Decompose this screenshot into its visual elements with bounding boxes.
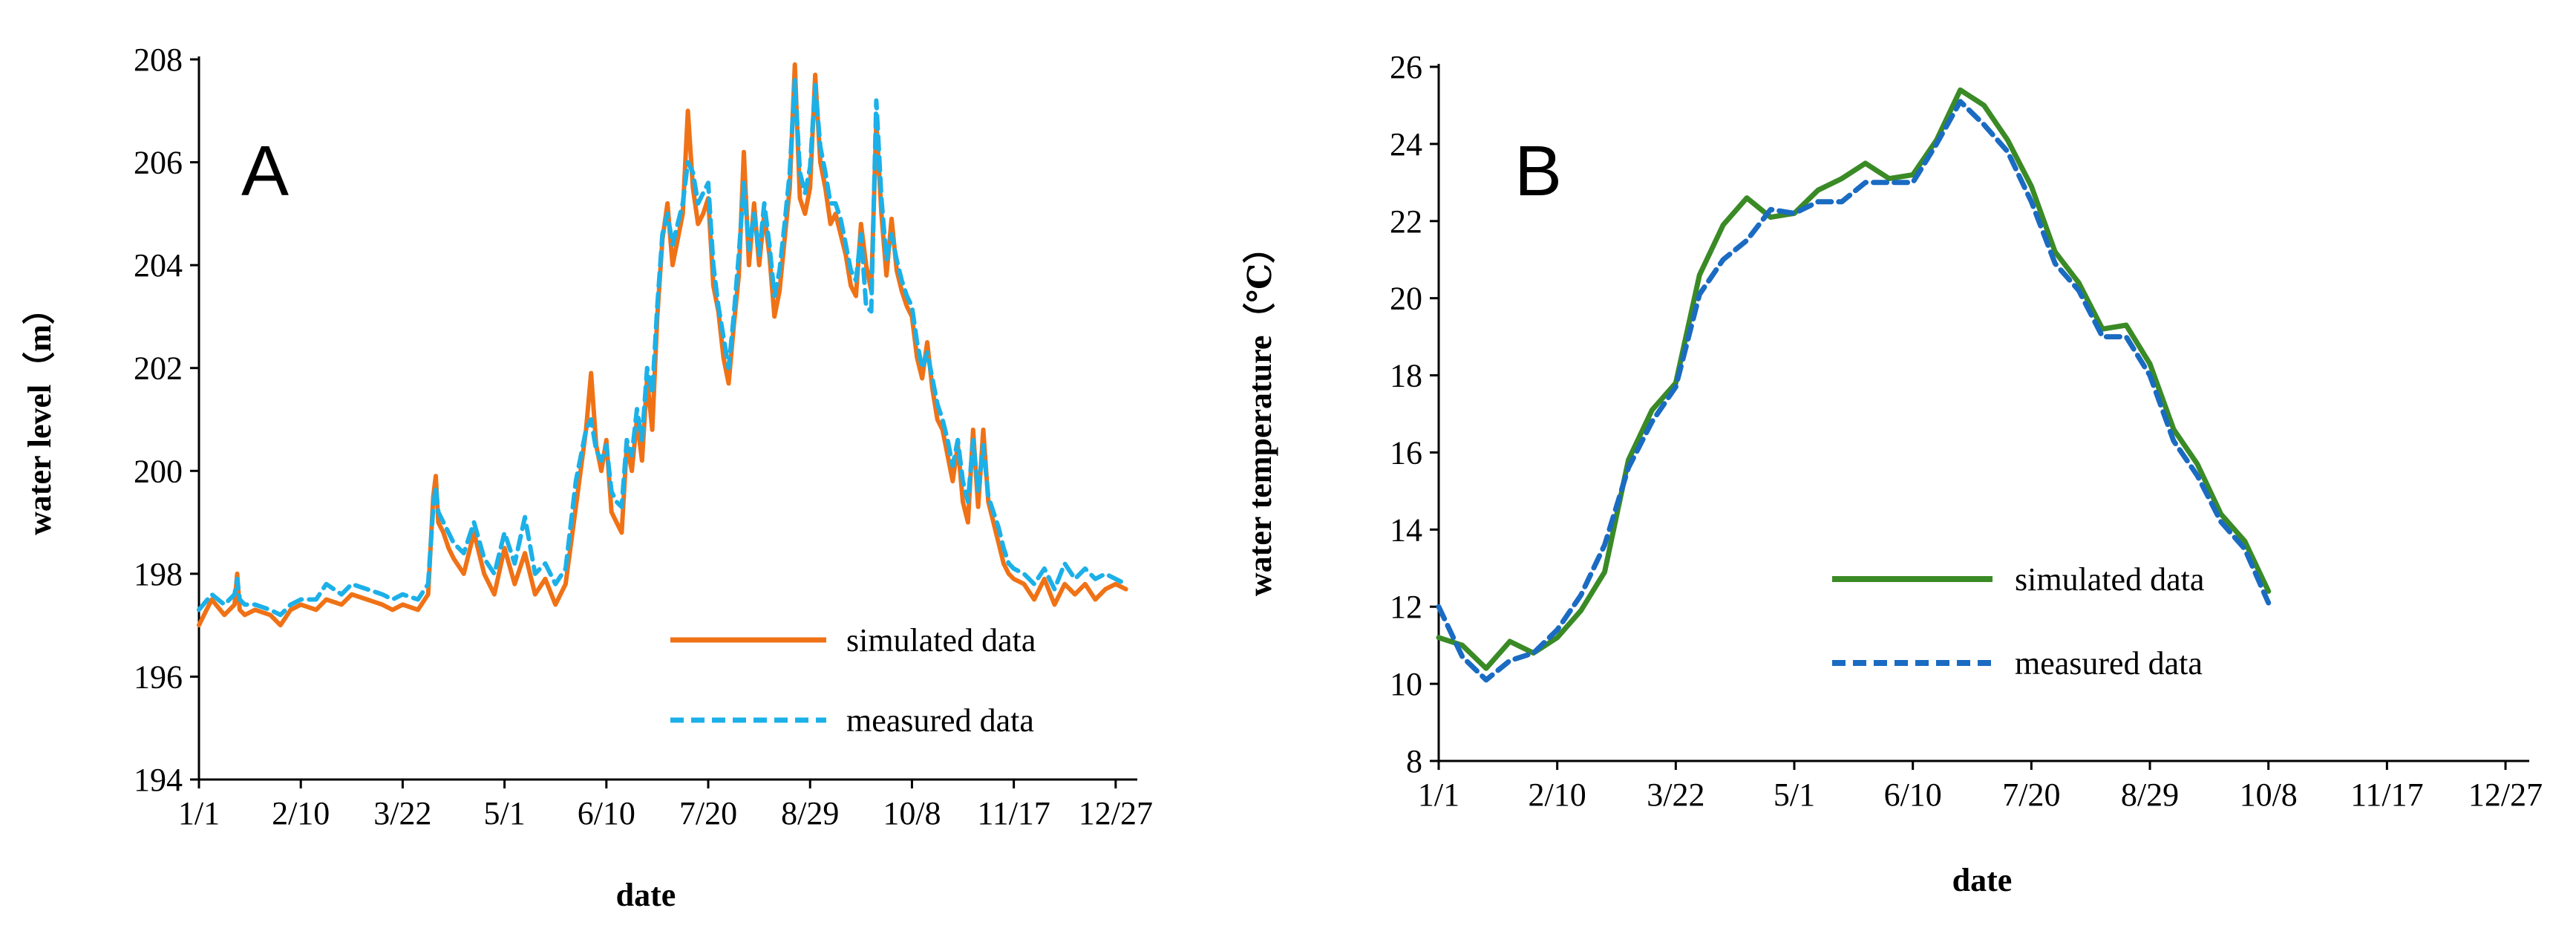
x-tick-label: 2/10 (1529, 777, 1586, 813)
y-tick-label: 202 (134, 350, 183, 387)
x-tick-label: 12/27 (1079, 795, 1153, 831)
x-tick-label: 7/20 (2002, 777, 2060, 813)
x-tick-label: 5/1 (1774, 777, 1815, 813)
x-tick-label: 2/10 (272, 795, 330, 831)
x-tick-label: 10/8 (2240, 777, 2298, 813)
chart-b-water-temperature: B date water temperature（℃） 8 10 12 14 16 18 2… (1242, 49, 2543, 898)
x-tick-label: 11/17 (2350, 777, 2424, 813)
y-tick-label: 206 (134, 145, 183, 181)
chart-a-y-axis-title: water level（m） (22, 292, 58, 535)
series-line-measured-data (197, 77, 1128, 618)
chart-b-y-axis-title: water temperature（℃） (1242, 231, 1278, 596)
y-tick-label: 20 (1390, 281, 1422, 317)
x-tick-label: 7/20 (679, 795, 737, 831)
x-tick-label: 6/10 (1884, 777, 1942, 813)
legend-label-measured-data: measured data (2015, 645, 2203, 682)
x-tick-label: 11/17 (977, 795, 1050, 831)
y-tick-label: 200 (134, 453, 183, 489)
y-tick-label: 196 (134, 659, 183, 695)
x-tick-label: 8/29 (2121, 777, 2179, 813)
chart-b-x-axis-title: date (1952, 862, 2013, 898)
y-tick-label: 198 (134, 556, 183, 592)
y-tick-label: 26 (1390, 49, 1422, 85)
x-tick-label: 6/10 (578, 795, 635, 831)
y-tick-label: 22 (1390, 203, 1422, 240)
legend-label-simulated-data: simulated data (2015, 561, 2204, 598)
y-tick-label: 8 (1406, 743, 1422, 780)
y-tick-label: 10 (1390, 666, 1422, 702)
x-tick-label: 12/27 (2468, 777, 2543, 813)
chart-a-panel-label: A (241, 131, 289, 211)
legend-label-simulated-data: simulated data (846, 622, 1036, 659)
x-tick-label: 1/1 (1418, 777, 1459, 813)
y-tick-label: 16 (1390, 434, 1422, 471)
x-tick-label: 3/22 (1647, 777, 1704, 813)
series-line-simulated-data (1436, 87, 2272, 671)
x-tick-label: 10/8 (883, 795, 941, 831)
x-tick-label: 1/1 (178, 795, 220, 831)
y-tick-label: 208 (134, 42, 183, 78)
series-line-measured-data (1436, 99, 2272, 683)
series-line-simulated-data (197, 62, 1128, 628)
y-tick-label: 12 (1390, 589, 1422, 625)
chart-a-water-level: A date water level（m） 194 196 198 200 202 204… (22, 42, 1153, 913)
y-tick-label: 14 (1390, 512, 1422, 548)
y-tick-label: 194 (134, 762, 183, 798)
y-tick-label: 204 (134, 247, 183, 284)
x-tick-label: 5/1 (483, 795, 525, 831)
x-tick-label: 8/29 (781, 795, 839, 831)
chart-b-panel-label: B (1514, 131, 1562, 211)
y-tick-label: 24 (1390, 126, 1422, 163)
legend-label-measured-data: measured data (846, 702, 1034, 739)
x-tick-label: 3/22 (373, 795, 431, 831)
chart-a-x-axis-title: date (616, 877, 676, 913)
y-tick-label: 18 (1390, 358, 1422, 394)
